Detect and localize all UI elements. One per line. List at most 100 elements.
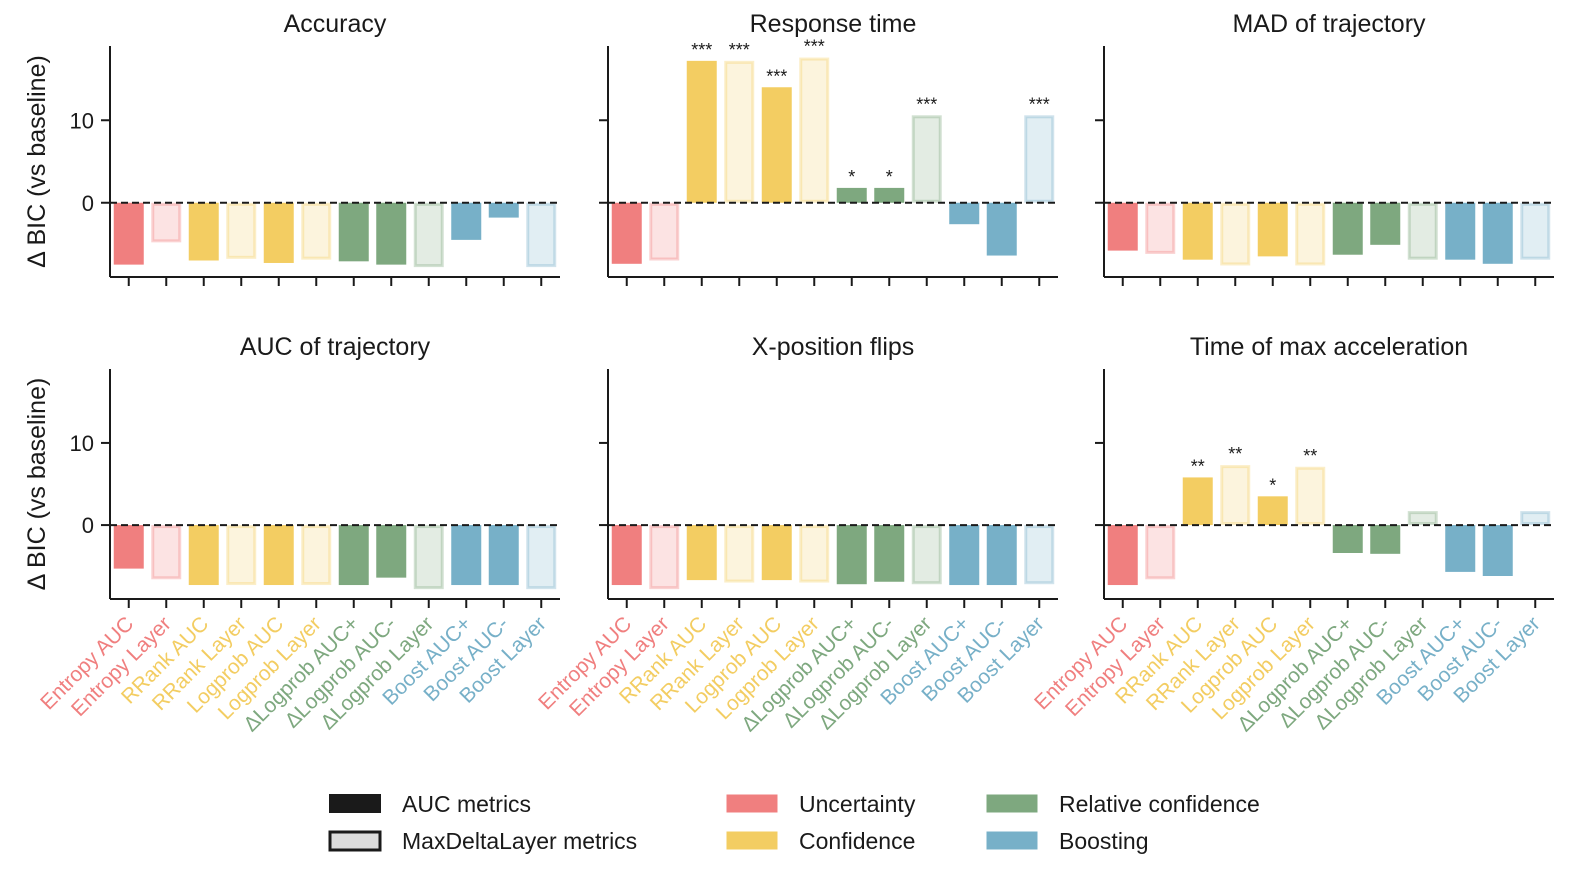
bar-rrank-layer (226, 525, 257, 586)
bar-logprob-auc (376, 525, 407, 578)
bar-rrank-auc (1182, 477, 1213, 526)
legend-group-confidence: Confidence (726, 828, 915, 854)
bar-rrank-layer (1220, 202, 1251, 266)
y-axis-title: Δ BIC (vs baseline) (23, 55, 51, 268)
bar-rrank-auc (686, 60, 717, 203)
legend-style-layer: MaxDeltaLayer metrics (328, 828, 637, 854)
legend-relative-confidence-label: Relative confidence (1059, 791, 1260, 817)
significance-label: ** (1191, 456, 1205, 476)
bar-logprob-auc (1257, 202, 1288, 257)
panel-title: Time of max acceleration (1190, 333, 1468, 361)
bar-boost-auc-plus (949, 202, 980, 225)
bar-boost-auc-plus (1445, 202, 1476, 260)
bar-logprob-layer (1295, 202, 1326, 266)
bar-logprob-layer (799, 57, 830, 203)
panels: Accuracy 0 10 Δ BIC (vs baseline) Response t… (23, 10, 1554, 736)
bar-logprob-auc (1370, 525, 1401, 554)
bar-logprob-auc (263, 525, 294, 586)
bar-rrank-layer (724, 60, 755, 203)
panel-response-time: Response time*** ********** **** *** (599, 10, 1058, 286)
bar-entropy-auc (1107, 202, 1138, 251)
bar-boost-auc (986, 202, 1017, 256)
bar-logprob-auc (874, 187, 905, 203)
panel-title: Accuracy (284, 10, 387, 38)
bar-boost-layer (526, 202, 557, 268)
bar-logprob-auc (376, 202, 407, 265)
bar-logprob-auc-plus (1332, 202, 1363, 255)
bar-logprob-layer (799, 525, 830, 583)
significance-label: * (1269, 475, 1276, 495)
bar-entropy-layer (649, 525, 680, 590)
bar-logprob-layer (911, 525, 942, 585)
legend-layer-label: MaxDeltaLayer metrics (402, 828, 637, 854)
bar-logprob-layer (1407, 202, 1438, 260)
bar-logprob-layer (413, 202, 444, 268)
bar-entropy-auc (611, 525, 642, 586)
bar-entropy-auc (113, 525, 144, 569)
legend-group-relative-confidence: Relative confidence (986, 791, 1260, 817)
significance-label: *** (804, 37, 825, 57)
legend-confidence-swatch (726, 831, 778, 850)
significance-label: *** (916, 94, 937, 114)
bar-logprob-auc-plus (1332, 525, 1363, 553)
significance-label: * (848, 167, 855, 187)
bar-logprob-auc (761, 87, 792, 203)
bar-logprob-auc-plus (338, 202, 369, 262)
bar-boost-auc-plus (451, 525, 482, 586)
bar-rrank-auc (188, 202, 219, 261)
bar-logprob-layer (301, 525, 332, 586)
bar-boost-auc-plus (1445, 525, 1476, 572)
bar-entropy-auc (611, 202, 642, 264)
bar-rrank-auc (1182, 202, 1213, 260)
legend-boosting-label: Boosting (1059, 828, 1149, 854)
legend-layer-swatch (328, 830, 382, 852)
bar-rrank-auc (188, 525, 219, 586)
significance-label: ** (1303, 446, 1317, 466)
bar-boost-auc (488, 202, 519, 218)
legend: AUC metrics MaxDeltaLayer metrics Uncert… (328, 791, 1260, 854)
panel-title: AUC of trajectory (240, 333, 431, 361)
bar-entropy-layer (151, 202, 182, 243)
bar-entropy-layer (1145, 202, 1176, 254)
y-tick-label: 0 (82, 191, 94, 216)
bar-logprob-auc (1257, 496, 1288, 526)
bar-boost-auc-plus (949, 525, 980, 586)
y-axis-title: Δ BIC (vs baseline) (23, 378, 51, 591)
significance-label: *** (1029, 94, 1050, 114)
y-tick-label: 0 (82, 513, 94, 538)
legend-auc-swatch (329, 794, 381, 813)
bar-boost-auc (488, 525, 519, 586)
bar-logprob-auc (1370, 202, 1401, 245)
panel-title: Response time (750, 10, 917, 38)
bar-boost-layer (1024, 525, 1055, 585)
bar-boost-auc (1482, 525, 1513, 576)
y-tick-label: 10 (70, 108, 94, 133)
bar-boost-auc (1482, 202, 1513, 264)
bar-entropy-layer (151, 525, 182, 580)
bar-boost-layer (1024, 115, 1055, 203)
legend-relative-confidence-swatch (986, 794, 1038, 813)
bar-boost-layer (526, 525, 557, 590)
bar-logprob-auc-plus (836, 525, 867, 585)
bar-entropy-auc (1107, 525, 1138, 586)
significance-label: *** (766, 66, 787, 86)
legend-style-auc: AUC metrics (329, 791, 531, 817)
bar-entropy-layer (649, 202, 680, 261)
bar-logprob-layer (1295, 466, 1326, 526)
legend-boosting-swatch (986, 831, 1038, 850)
bar-logprob-auc-plus (338, 525, 369, 586)
bar-logprob-auc (263, 202, 294, 263)
bar-logprob-layer (413, 525, 444, 590)
y-tick-label: 10 (70, 431, 94, 456)
legend-auc-label: AUC metrics (402, 791, 531, 817)
significance-label: *** (729, 40, 750, 60)
panel-mad-of-trajectory: MAD of trajectory (1095, 10, 1554, 286)
legend-group-uncertainty: Uncertainty (726, 791, 916, 817)
significance-label: ** (1228, 444, 1242, 464)
legend-confidence-label: Confidence (799, 828, 915, 854)
bar-rrank-auc (686, 525, 717, 581)
bar-rrank-layer (226, 202, 257, 259)
bar-logprob-layer (1407, 511, 1438, 526)
